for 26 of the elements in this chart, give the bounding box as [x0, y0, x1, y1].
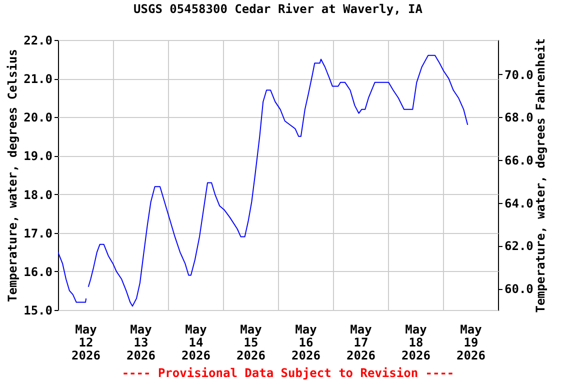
x-tick-label: May 17 2026 [346, 322, 376, 362]
y-axis-title: Temperature, water, degrees Celsius [6, 49, 20, 302]
x-tick-label: May 14 2026 [182, 322, 210, 362]
y-tick-label: 18.0 [24, 188, 52, 202]
chart-title: USGS 05458300 Cedar River at Waverly, IA [134, 2, 424, 16]
x-tick-label: May 16 2026 [292, 322, 320, 362]
y2-axis-title: Temperature, water, degrees Fahrenheit [533, 38, 548, 313]
y2-tick-label: 68.0 [504, 110, 534, 125]
y-tick-label: 21.0 [24, 72, 52, 86]
y2-tick-label: 64.0 [504, 196, 534, 210]
x-tick-label: May 19 2026 [456, 322, 486, 362]
y2-tick-label: 62.0 [504, 239, 534, 254]
x-tick-label: May 13 2026 [126, 322, 156, 362]
y-tick-label: 17.0 [24, 226, 52, 240]
y-tick-label: 20.0 [24, 110, 52, 125]
y-tick-label: 16.0 [24, 264, 52, 279]
x-tick-label: May 12 2026 [72, 322, 100, 362]
x-tick-label: May 15 2026 [236, 322, 266, 362]
y2-tick-label: 70.0 [504, 68, 534, 82]
x-tick-label: May 18 2026 [402, 322, 430, 362]
y2-tick-label: 60.0 [504, 282, 534, 296]
text: ---- Provisional Data Subject to Revision ---- [120, 366, 456, 380]
y-tick-label: 22.0 [24, 34, 52, 48]
y-tick-label: 15.0 [24, 304, 52, 318]
y2-tick-label: 66.0 [504, 154, 534, 168]
y-tick-label: 19.0 [24, 149, 52, 164]
